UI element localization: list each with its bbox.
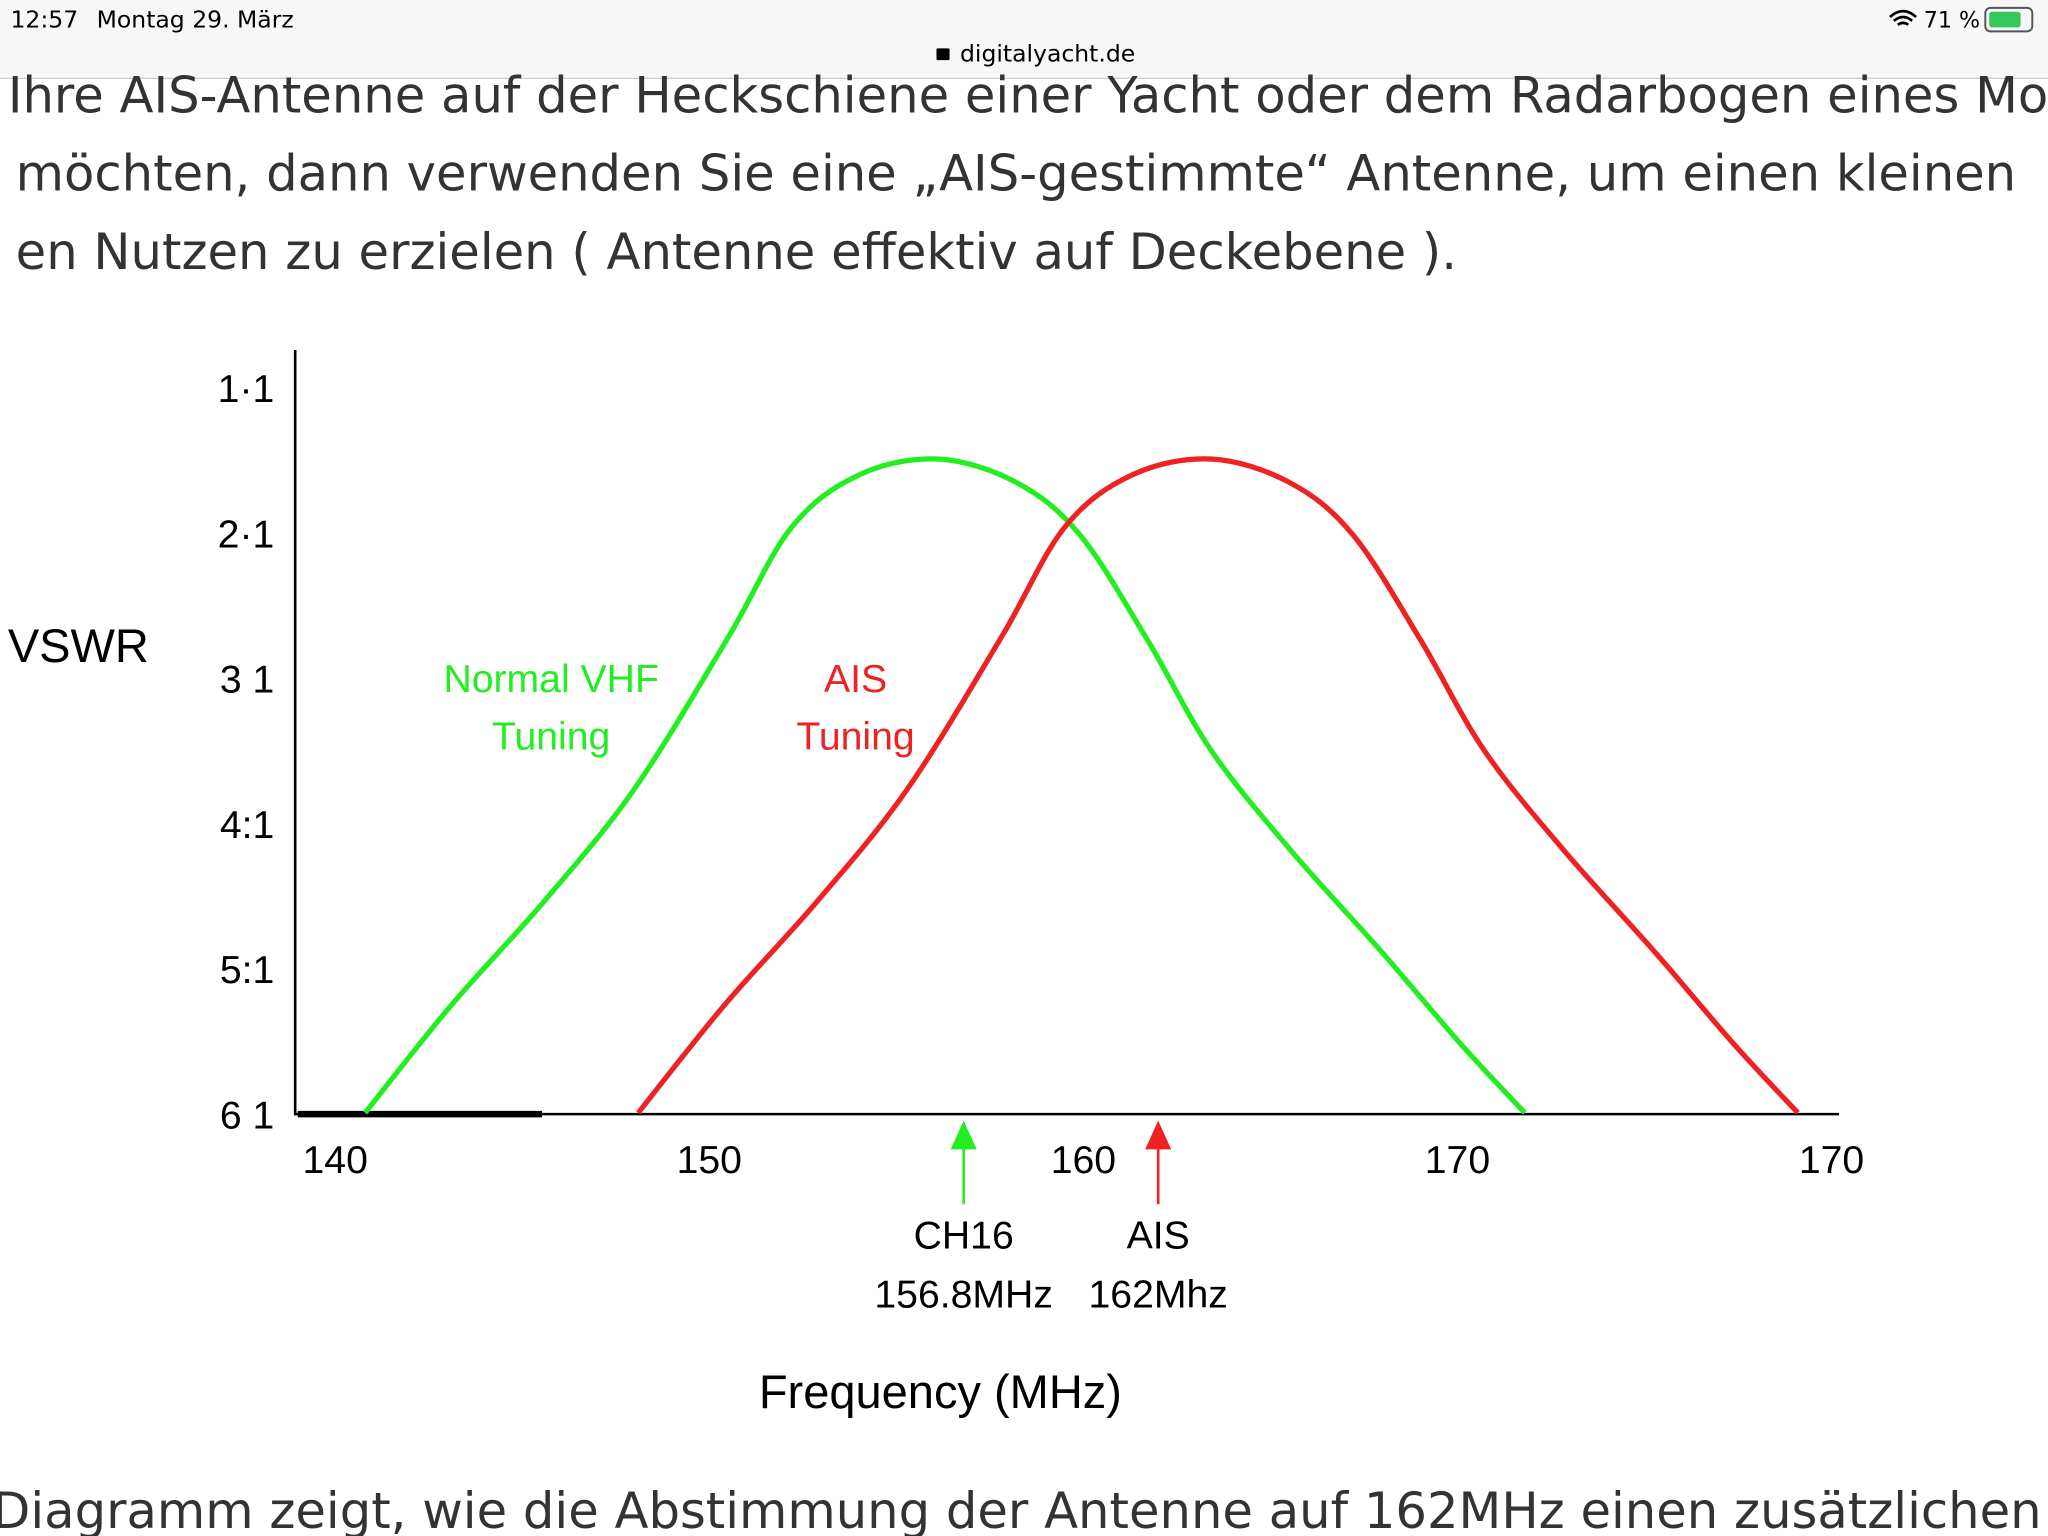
series-label: Normal VHF [443, 658, 658, 701]
y-axis-label: VSWR [8, 619, 149, 672]
arrow-label: CH16 [914, 1215, 1014, 1258]
footer-text: Diagramm zeigt, wie die Abstimmung der A… [0, 1482, 2048, 1536]
y-tick-label: 3 1 [220, 659, 274, 702]
paragraph-line: en Nutzen zu erzielen ( Antenne effektiv… [16, 223, 1457, 281]
browser-bar [0, 0, 2048, 79]
paragraph-line: Ihre AIS-Antenne auf der Heckschiene ein… [8, 66, 2048, 124]
y-tick-label: 2·1 [218, 513, 275, 556]
series-label: AIS [824, 658, 887, 701]
status-time: 12:57 [10, 5, 78, 33]
series-label: Tuning [796, 716, 914, 759]
status-date: Montag 29. März [97, 5, 294, 33]
battery-icon [1984, 6, 2034, 33]
chart: VSWR Frequency (MHz) 1·1 2·1 3 1 4:1 5:1 6 1 1… [8, 350, 1864, 1418]
y-tick-label: 5:1 [220, 949, 274, 992]
y-tick-label: 4:1 [220, 804, 274, 847]
x-tick-label: 170 [1799, 1139, 1864, 1182]
battery-fill [1989, 11, 2021, 28]
wifi-icon [1889, 9, 1917, 26]
lock-icon[interactable] [936, 48, 950, 61]
y-tick-label: 6 1 [220, 1094, 274, 1137]
x-tick-label: 160 [1051, 1139, 1116, 1182]
url[interactable]: digitalyacht.de [960, 39, 1135, 67]
curve [636, 456, 1800, 1115]
x-tick-label: 150 [677, 1139, 742, 1182]
arrow-label: 162Mhz [1089, 1273, 1228, 1316]
x-tick-label: 170 [1425, 1139, 1490, 1182]
paragraph-line: möchten, dann verwenden Sie eine „AIS-ge… [16, 145, 2016, 203]
battery-level: 71 % [1924, 7, 1980, 33]
y-tick-label: 1·1 [218, 368, 275, 411]
arrow-head [1145, 1120, 1172, 1150]
arrow-head [950, 1120, 977, 1150]
arrow-label: AIS [1127, 1215, 1190, 1258]
series-label: Tuning [492, 716, 610, 759]
arrow-label: 156.8MHz [874, 1273, 1053, 1316]
x-axis-label: Frequency (MHz) [759, 1365, 1122, 1418]
curve [363, 456, 1527, 1115]
x-tick-label: 140 [303, 1139, 368, 1182]
